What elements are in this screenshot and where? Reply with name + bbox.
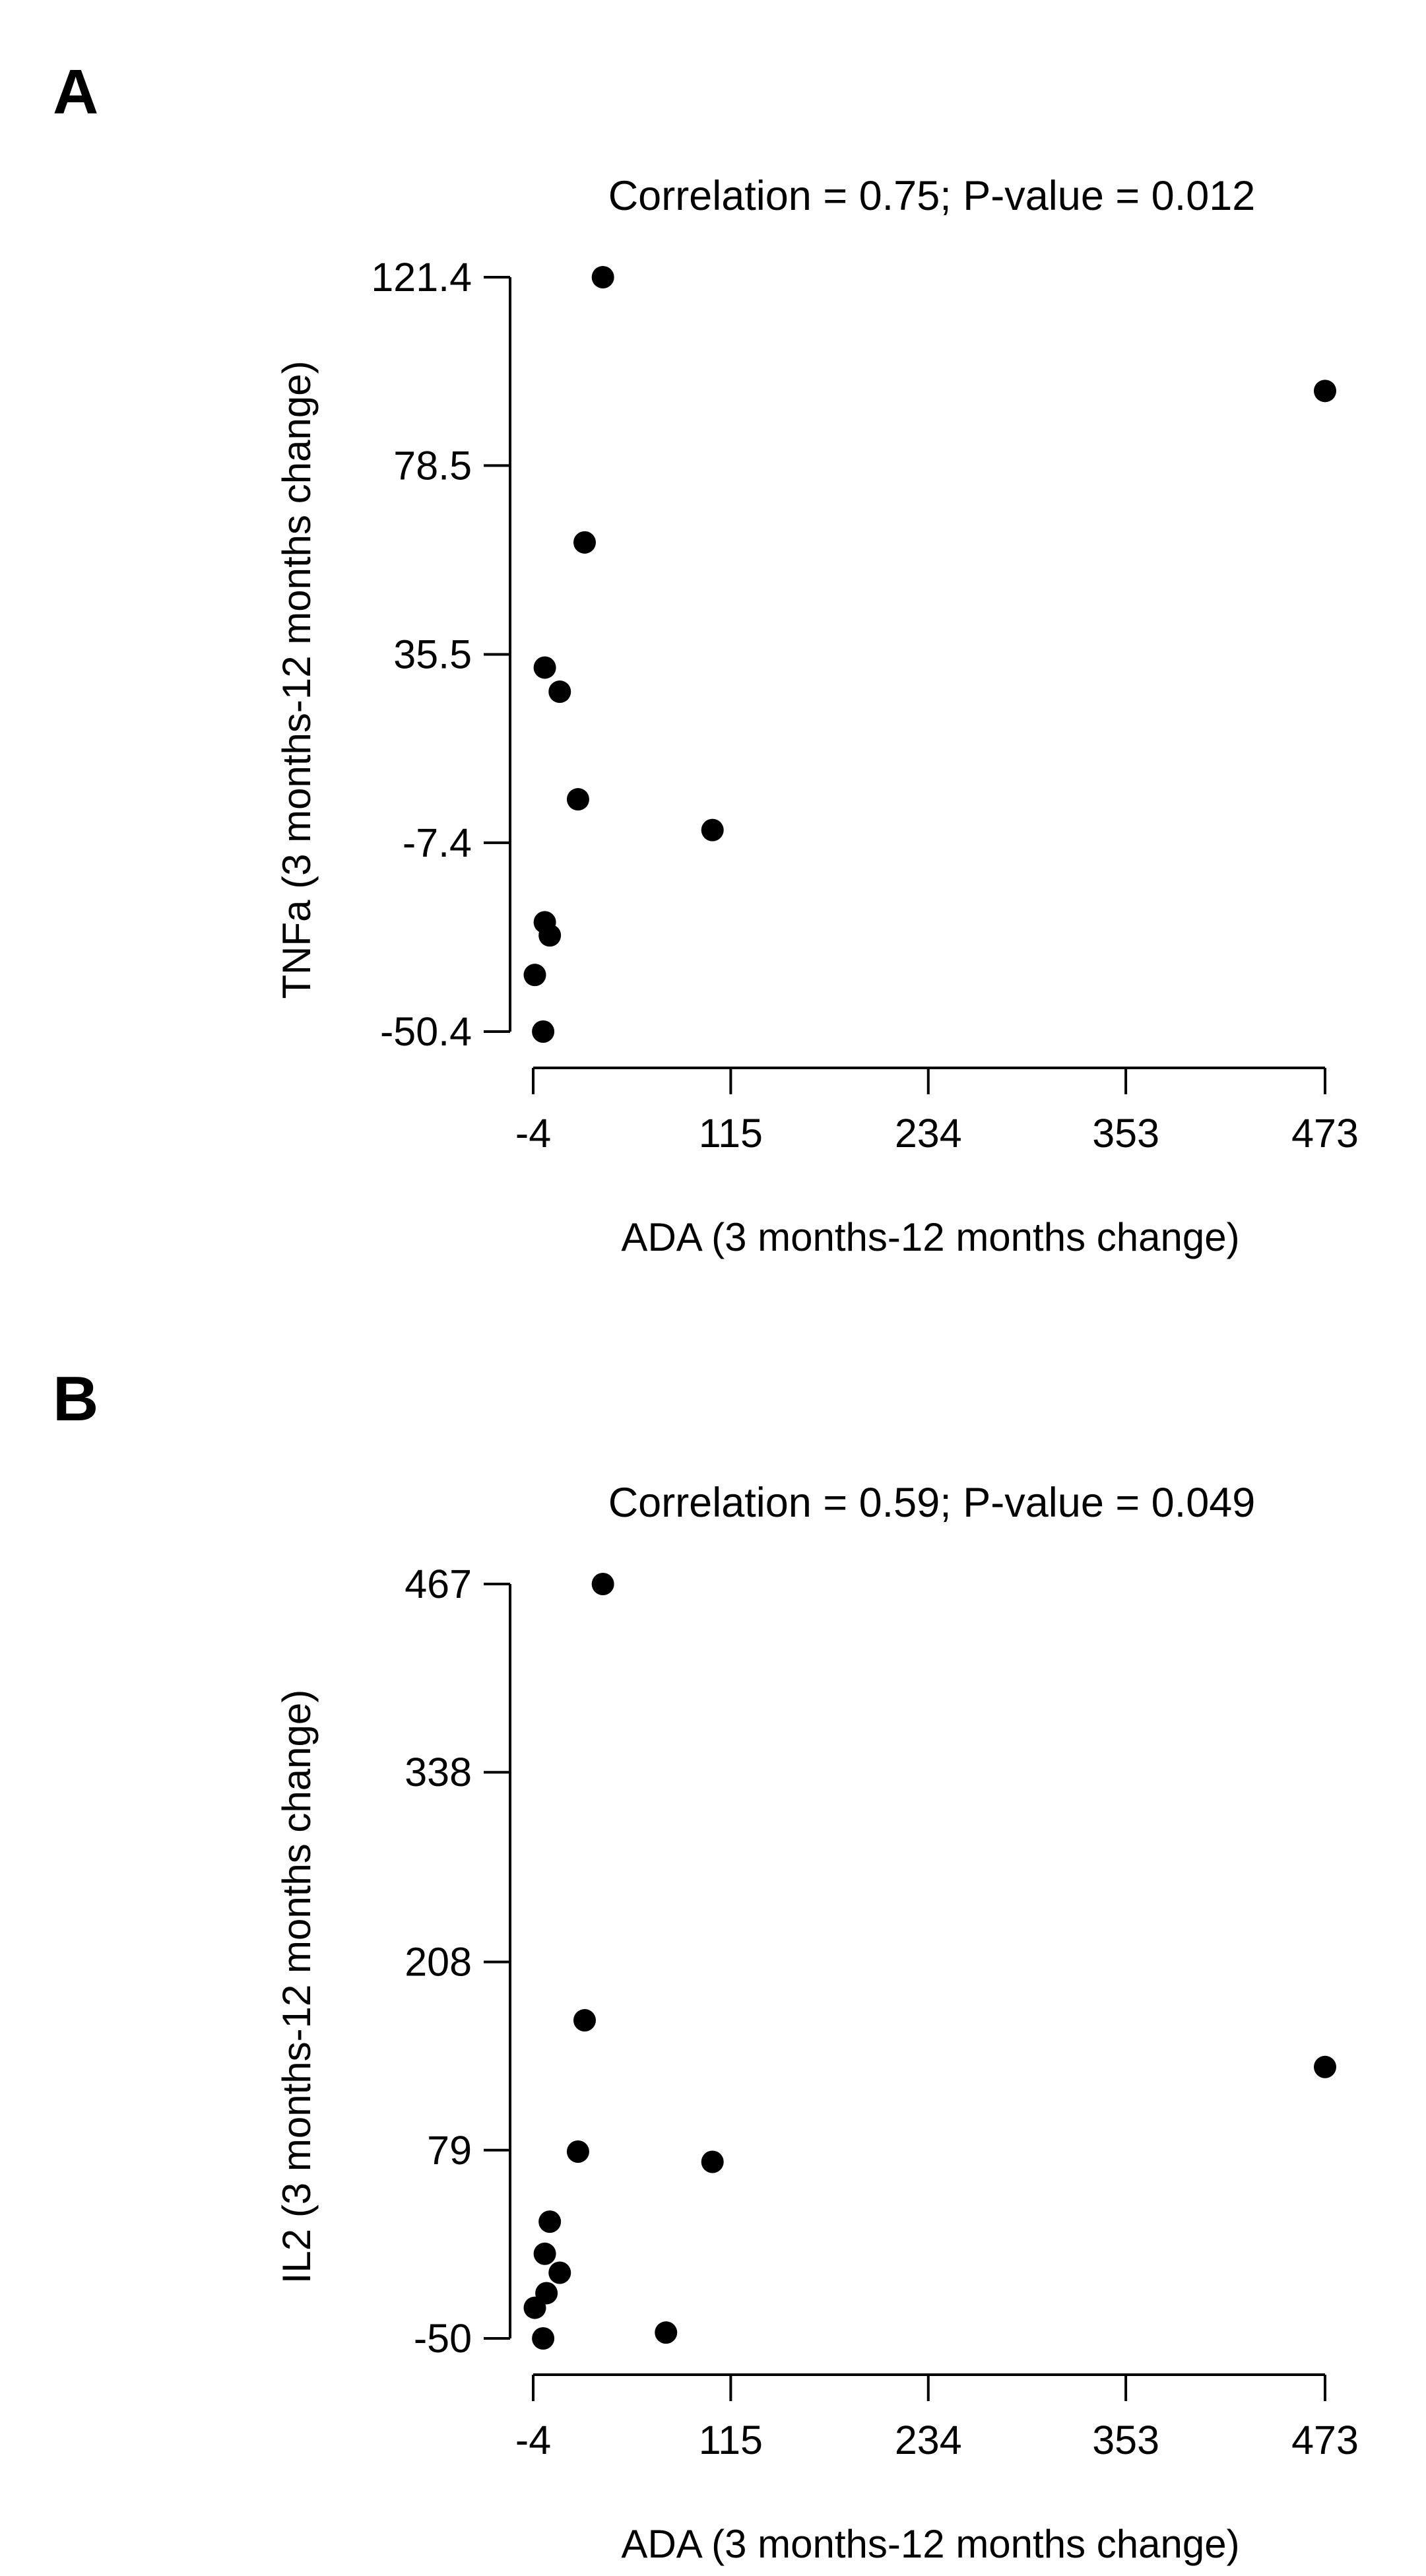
axes: -4 115 234 353 473 -50.4 -7.4 35.5 78.5 121.4 — [371, 255, 1359, 1156]
y-tick-label: -50.4 — [380, 1009, 472, 1054]
data-point — [533, 2242, 556, 2265]
data-point — [573, 531, 596, 554]
y-tick-label: 121.4 — [371, 255, 472, 300]
data-point — [523, 964, 546, 987]
x-tick-label: 473 — [1291, 2418, 1359, 2462]
x-tick-label: -4 — [515, 2418, 551, 2462]
panel-b: B Correlation = 0.59; P-value = 0.049 IL… — [53, 1364, 1359, 2566]
data-point — [533, 656, 556, 679]
x-tick-label: 353 — [1092, 2418, 1159, 2462]
data-point — [1314, 380, 1336, 403]
data-point — [532, 1020, 555, 1043]
data-point — [573, 2009, 596, 2032]
x-tick-label: 234 — [895, 2418, 962, 2462]
data-point — [566, 788, 589, 811]
y-tick-label: 79 — [427, 2128, 472, 2173]
panel-label: B — [53, 1364, 98, 1434]
chart-title: Correlation = 0.59; P-value = 0.049 — [608, 1480, 1256, 1526]
data-point — [591, 1573, 614, 1595]
y-tick-label: 78.5 — [393, 443, 472, 488]
data-point — [548, 2261, 571, 2284]
panel-a: A Correlation = 0.75; P-value = 0.012 TN… — [53, 57, 1359, 1259]
y-axis-label: IL2 (3 months-12 months change) — [275, 1690, 319, 2284]
data-point — [548, 680, 571, 704]
y-tick-label: 467 — [405, 1562, 472, 1606]
data-point — [701, 818, 724, 842]
data-point — [538, 924, 562, 947]
data-points — [523, 266, 1336, 1043]
x-tick-label: 353 — [1092, 1111, 1159, 1156]
x-axis-label: ADA (3 months-12 months change) — [621, 1215, 1239, 1259]
y-tick-label: -50 — [414, 2316, 472, 2361]
data-point — [566, 2140, 589, 2163]
y-tick-label: 338 — [405, 1750, 472, 1795]
data-point — [538, 2210, 562, 2233]
x-tick-label: 115 — [699, 2418, 763, 2462]
data-point — [523, 2296, 546, 2319]
x-tick-label: 473 — [1291, 1111, 1359, 1156]
chart-title: Correlation = 0.75; P-value = 0.012 — [608, 173, 1256, 219]
x-tick-label: 234 — [895, 1111, 962, 1156]
data-point — [591, 266, 614, 288]
y-axis-label: TNFa (3 months-12 months change) — [275, 360, 319, 999]
panel-label: A — [53, 57, 98, 127]
x-axis-label: ADA (3 months-12 months change) — [621, 2522, 1239, 2566]
data-points — [523, 1573, 1336, 2350]
y-tick-label: 208 — [405, 1940, 472, 1985]
x-tick-label: -4 — [515, 1111, 551, 1156]
y-tick-label: 35.5 — [393, 632, 472, 677]
x-tick-label: 115 — [699, 1111, 763, 1156]
axes: -4 115 234 353 473 -50 79 208 338 467 — [405, 1562, 1359, 2462]
data-point — [701, 2150, 724, 2173]
data-point — [1314, 2055, 1336, 2078]
y-tick-label: -7.4 — [403, 820, 472, 865]
data-point — [532, 2327, 555, 2350]
data-point — [655, 2321, 678, 2344]
